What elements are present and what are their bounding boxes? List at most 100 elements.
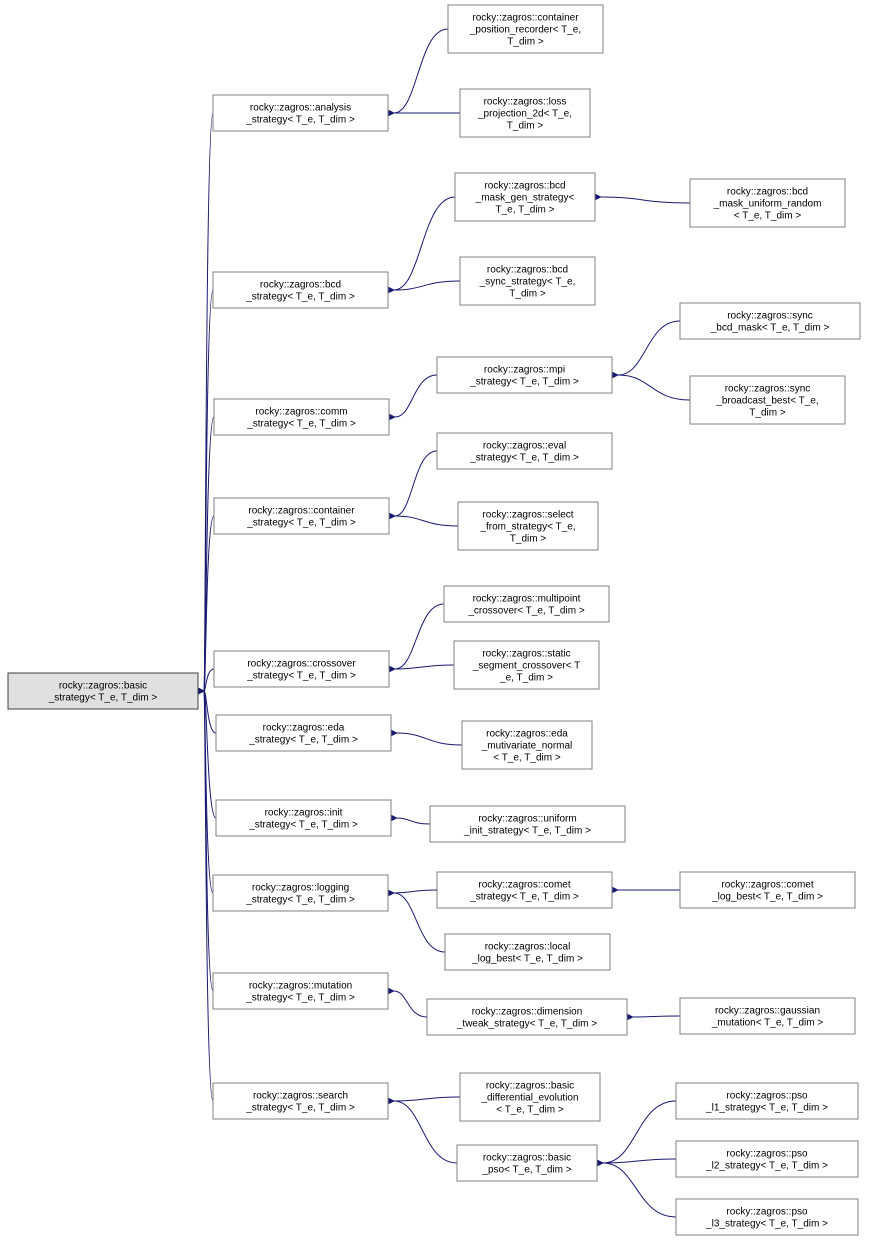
node-label-pso_l3-line1: _l3_strategy< T_e, T_dim > bbox=[705, 1219, 828, 1230]
edge-eval-to-container bbox=[395, 451, 437, 516]
edge-pso_l3-to-basic_pso bbox=[603, 1163, 676, 1217]
node-pso_l2[interactable]: rocky::zagros::pso_l2_strategy< T_e, T_d… bbox=[676, 1141, 858, 1177]
node-label-basic_pso-line1: _pso< T_e, T_dim > bbox=[481, 1165, 571, 1176]
edge-bcd_mask_gen-to-bcd bbox=[394, 197, 455, 290]
node-label-init-line0: rocky::zagros::init bbox=[265, 808, 343, 819]
node-label-container-line0: rocky::zagros::container bbox=[248, 506, 355, 517]
edge-dim_tweak-to-mutation bbox=[394, 991, 427, 1017]
node-static_seg[interactable]: rocky::zagros::static_segment_crossover<… bbox=[454, 641, 599, 689]
node-label-root-line0: rocky::zagros::basic bbox=[59, 681, 147, 692]
node-analysis[interactable]: rocky::zagros::analysis_strategy< T_e, T… bbox=[213, 95, 388, 131]
node-label-logging-line0: rocky::zagros::logging bbox=[252, 883, 349, 894]
node-eval[interactable]: rocky::zagros::eval_strategy< T_e, T_dim… bbox=[437, 433, 612, 469]
node-label-eda_norm-line1: _mutivariate_normal bbox=[481, 741, 573, 752]
node-label-sync_bcd_mask-line1: _bcd_mask< T_e, T_dim > bbox=[710, 323, 830, 334]
node-comm[interactable]: rocky::zagros::comm_strategy< T_e, T_dim… bbox=[214, 399, 389, 435]
edges-group bbox=[204, 29, 690, 1217]
node-root[interactable]: rocky::zagros::basic_strategy< T_e, T_di… bbox=[8, 673, 198, 709]
node-comet_log_best[interactable]: rocky::zagros::comet_log_best< T_e, T_di… bbox=[680, 872, 855, 908]
node-label-eda_norm-line0: rocky::zagros::eda bbox=[486, 729, 568, 740]
node-container_pos_rec[interactable]: rocky::zagros::container_position_record… bbox=[448, 5, 603, 53]
edge-basic_de-to-search bbox=[394, 1097, 460, 1101]
node-label-bcd_mask_gen-line1: _mask_gen_strategy< bbox=[475, 193, 575, 204]
node-multipoint[interactable]: rocky::zagros::multipoint_crossover< T_e… bbox=[444, 586, 609, 622]
node-crossover[interactable]: rocky::zagros::crossover_strategy< T_e, … bbox=[214, 651, 389, 687]
node-label-sync_broadcast-line0: rocky::zagros::sync bbox=[725, 384, 811, 395]
node-label-container_pos_rec-line1: _position_recorder< T_e, bbox=[469, 25, 581, 36]
edge-container_pos_rec-to-analysis bbox=[394, 29, 448, 113]
node-label-pso_l3-line0: rocky::zagros::pso bbox=[726, 1207, 808, 1218]
node-gaussian[interactable]: rocky::zagros::gaussian_mutation< T_e, T… bbox=[680, 998, 855, 1034]
node-eda[interactable]: rocky::zagros::eda_strategy< T_e, T_dim … bbox=[216, 715, 391, 751]
node-label-eda-line0: rocky::zagros::eda bbox=[263, 723, 345, 734]
node-label-mpi-line0: rocky::zagros::mpi bbox=[484, 365, 565, 376]
node-search[interactable]: rocky::zagros::search_strategy< T_e, T_d… bbox=[213, 1083, 388, 1119]
node-label-mutation-line0: rocky::zagros::mutation bbox=[249, 981, 352, 992]
node-label-eda_norm-line2: < T_e, T_dim > bbox=[493, 753, 561, 764]
node-container[interactable]: rocky::zagros::container_strategy< T_e, … bbox=[214, 498, 389, 534]
node-init[interactable]: rocky::zagros::init_strategy< T_e, T_dim… bbox=[216, 800, 391, 836]
node-label-bcd-line1: _strategy< T_e, T_dim > bbox=[245, 292, 355, 303]
node-label-loss_proj-line1: _projection_2d< T_e, bbox=[477, 109, 572, 120]
node-label-bcd_mask_gen-line0: rocky::zagros::bcd bbox=[484, 181, 565, 192]
node-label-sync_broadcast-line2: T_dim > bbox=[749, 408, 786, 419]
node-eda_norm[interactable]: rocky::zagros::eda_mutivariate_normal< T… bbox=[462, 721, 592, 769]
node-sync_broadcast[interactable]: rocky::zagros::sync_broadcast_best< T_e,… bbox=[690, 376, 845, 424]
node-label-dim_tweak-line0: rocky::zagros::dimension bbox=[472, 1007, 583, 1018]
node-label-comet-line0: rocky::zagros::comet bbox=[478, 880, 570, 891]
node-uniform_init[interactable]: rocky::zagros::uniform_init_strategy< T_… bbox=[430, 806, 625, 842]
edge-mpi-to-comm bbox=[395, 375, 437, 417]
node-label-dim_tweak-line1: _tweak_strategy< T_e, T_dim > bbox=[456, 1019, 597, 1030]
node-label-bcd_sync-line0: rocky::zagros::bcd bbox=[487, 265, 568, 276]
node-sync_bcd_mask[interactable]: rocky::zagros::sync_bcd_mask< T_e, T_dim… bbox=[680, 303, 860, 339]
node-label-uniform_init-line0: rocky::zagros::uniform bbox=[478, 814, 576, 825]
node-label-container_pos_rec-line2: T_dim > bbox=[507, 37, 544, 48]
node-label-basic_pso-line0: rocky::zagros::basic bbox=[483, 1153, 571, 1164]
node-label-basic_de-line0: rocky::zagros::basic bbox=[486, 1081, 574, 1092]
node-label-static_seg-line2: _e, T_dim > bbox=[499, 673, 553, 684]
node-label-eval-line0: rocky::zagros::eval bbox=[483, 441, 566, 452]
node-label-pso_l2-line0: rocky::zagros::pso bbox=[726, 1149, 808, 1160]
node-label-eval-line1: _strategy< T_e, T_dim > bbox=[469, 453, 579, 464]
node-label-uniform_init-line1: _init_strategy< T_e, T_dim > bbox=[463, 826, 591, 837]
node-select_from[interactable]: rocky::zagros::select_from_strategy< T_e… bbox=[458, 502, 598, 550]
node-dim_tweak[interactable]: rocky::zagros::dimension_tweak_strategy<… bbox=[427, 999, 627, 1035]
node-label-comet_log_best-line1: _log_best< T_e, T_dim > bbox=[711, 892, 823, 903]
node-label-select_from-line2: T_dim > bbox=[510, 534, 547, 545]
node-pso_l3[interactable]: rocky::zagros::pso_l3_strategy< T_e, T_d… bbox=[676, 1199, 858, 1235]
node-comet[interactable]: rocky::zagros::comet_strategy< T_e, T_di… bbox=[437, 872, 612, 908]
edge-multipoint-to-crossover bbox=[395, 604, 444, 669]
node-label-container_pos_rec-line0: rocky::zagros::container bbox=[472, 13, 579, 24]
node-bcd[interactable]: rocky::zagros::bcd_strategy< T_e, T_dim … bbox=[213, 272, 388, 308]
node-label-basic_de-line2: < T_e, T_dim > bbox=[496, 1105, 564, 1116]
node-label-pso_l1-line0: rocky::zagros::pso bbox=[726, 1091, 808, 1102]
node-bcd_mask_gen[interactable]: rocky::zagros::bcd_mask_gen_strategy<T_e… bbox=[455, 173, 595, 221]
node-pso_l1[interactable]: rocky::zagros::pso_l1_strategy< T_e, T_d… bbox=[676, 1083, 858, 1119]
inheritance-diagram: rocky::zagros::basic_strategy< T_e, T_di… bbox=[0, 0, 873, 1244]
node-basic_de[interactable]: rocky::zagros::basic_differential_evolut… bbox=[460, 1073, 600, 1121]
node-loss_proj[interactable]: rocky::zagros::loss_projection_2d< T_e,T… bbox=[460, 89, 590, 137]
edge-basic_pso-to-search bbox=[394, 1101, 457, 1163]
node-logging[interactable]: rocky::zagros::logging_strategy< T_e, T_… bbox=[213, 875, 388, 911]
node-label-multipoint-line0: rocky::zagros::multipoint bbox=[473, 594, 581, 605]
node-mutation[interactable]: rocky::zagros::mutation_strategy< T_e, T… bbox=[213, 973, 388, 1009]
edge-gaussian-to-dim_tweak bbox=[633, 1016, 680, 1017]
node-label-comet_log_best-line0: rocky::zagros::comet bbox=[721, 880, 813, 891]
node-label-bcd-line0: rocky::zagros::bcd bbox=[260, 280, 341, 291]
node-bcd_mask_uniform[interactable]: rocky::zagros::bcd_mask_uniform_random< … bbox=[690, 179, 845, 227]
node-label-gaussian-line1: _mutation< T_e, T_dim > bbox=[711, 1018, 824, 1029]
node-label-analysis-line1: _strategy< T_e, T_dim > bbox=[245, 115, 355, 126]
node-label-bcd_mask_uniform-line2: < T_e, T_dim > bbox=[734, 211, 802, 222]
edge-pso_l2-to-basic_pso bbox=[603, 1159, 676, 1163]
edge-search-to-root bbox=[204, 691, 213, 1101]
node-label-bcd_mask_uniform-line1: _mask_uniform_random bbox=[713, 199, 822, 210]
node-bcd_sync[interactable]: rocky::zagros::bcd_sync_strategy< T_e,T_… bbox=[460, 257, 595, 305]
node-label-logging-line1: _strategy< T_e, T_dim > bbox=[245, 895, 355, 906]
node-label-loss_proj-line2: T_dim > bbox=[507, 121, 544, 132]
node-local_log_best[interactable]: rocky::zagros::local_log_best< T_e, T_di… bbox=[445, 934, 610, 970]
node-label-pso_l1-line1: _l1_strategy< T_e, T_dim > bbox=[705, 1103, 828, 1114]
node-basic_pso[interactable]: rocky::zagros::basic_pso< T_e, T_dim > bbox=[457, 1145, 597, 1181]
node-label-bcd_mask_gen-line2: T_e, T_dim > bbox=[495, 205, 554, 216]
node-label-analysis-line0: rocky::zagros::analysis bbox=[250, 103, 351, 114]
node-mpi[interactable]: rocky::zagros::mpi_strategy< T_e, T_dim … bbox=[437, 357, 612, 393]
